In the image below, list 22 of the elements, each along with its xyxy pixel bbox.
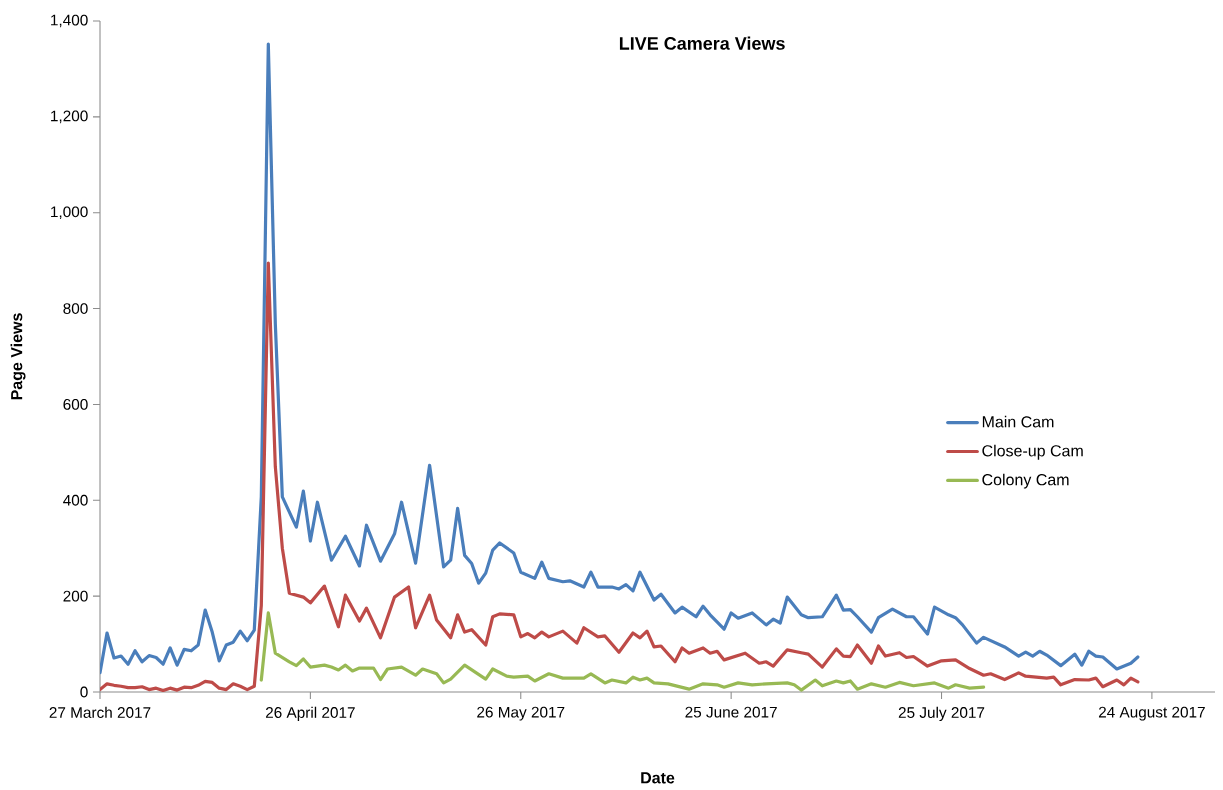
x-tick-label: 25 June 2017 — [685, 706, 777, 718]
y-tick-label: 0 — [80, 686, 88, 698]
y-axis-title: Page Views — [10, 313, 26, 400]
legend-label: Main Cam — [982, 415, 1054, 428]
x-tick-label: 25 July 2017 — [898, 706, 985, 721]
line-series — [259, 611, 986, 692]
legend-label: Close-up Cam — [982, 444, 1083, 460]
y-tick-label: 1,400 — [51, 14, 88, 28]
legend-label: Colony Cam — [982, 473, 1069, 489]
x-tick-label: 27 March 2017 — [49, 706, 151, 718]
y-tick-label: 200 — [63, 590, 88, 602]
text: LIVE Camera Views — [619, 36, 785, 50]
y-tick-label: 800 — [63, 303, 88, 314]
y-tick-label: 400 — [63, 494, 88, 506]
x-tick-label: 26 April 2017 — [265, 706, 355, 721]
y-tick-label: 1,200 — [51, 110, 88, 124]
line-series — [100, 261, 1140, 692]
x-tick-label: 24 August 2017 — [1098, 706, 1205, 721]
y-tick-label: 1,000 — [51, 206, 88, 220]
x-axis-title: Date — [641, 772, 675, 784]
y-tick-label: 600 — [63, 399, 88, 410]
x-tick-label: 26 May 2017 — [477, 706, 565, 721]
